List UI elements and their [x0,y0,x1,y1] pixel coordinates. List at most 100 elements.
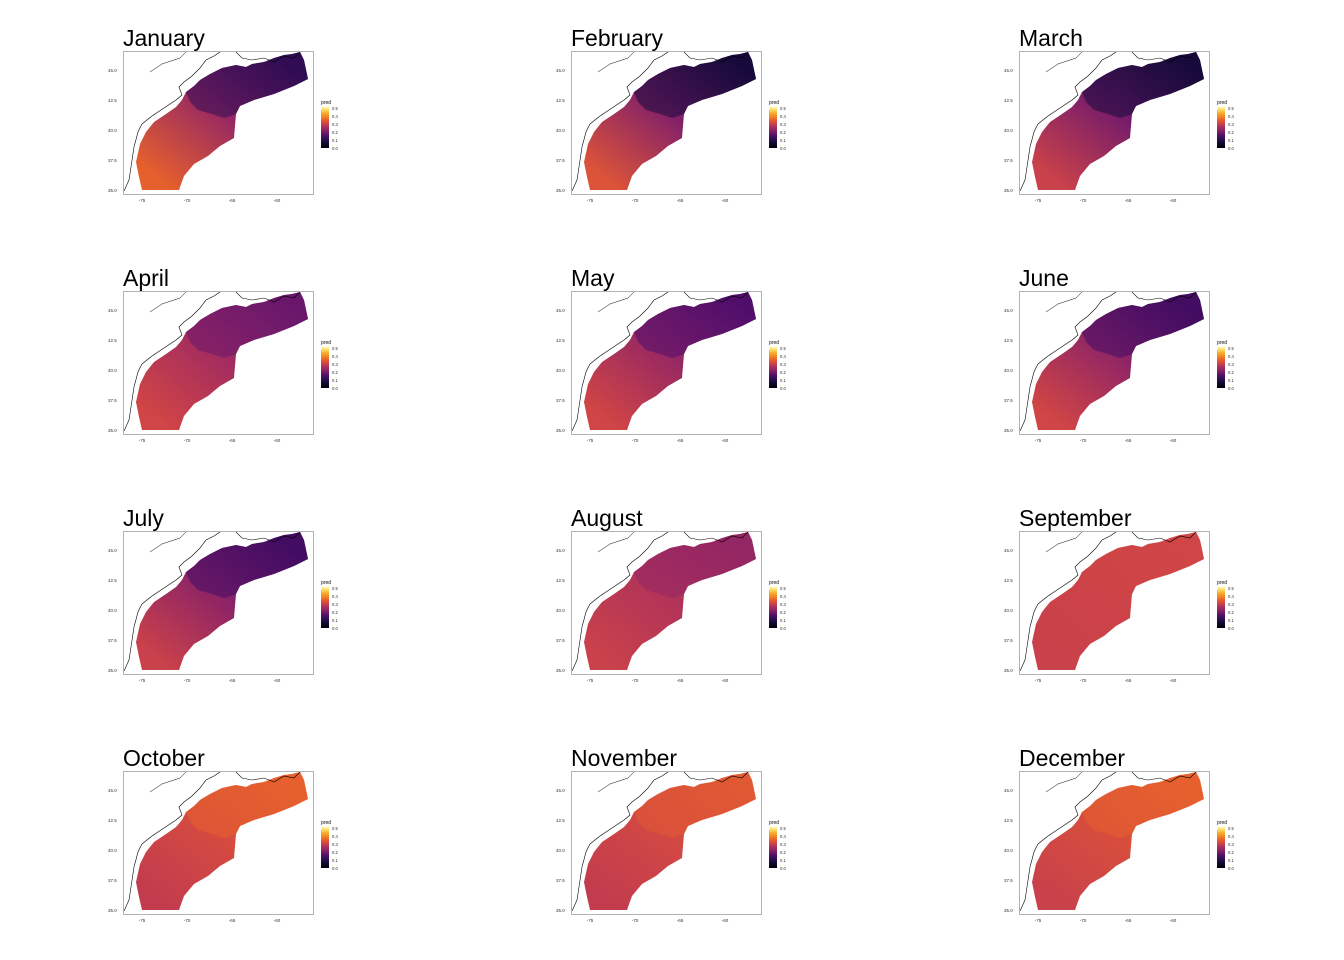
x-tick-label: -70 [183,198,191,203]
map-plot-area [1019,51,1210,195]
map-svg [1020,292,1204,432]
y-tick-label: 42.5 [1004,578,1013,583]
map-plot-area [1019,771,1210,915]
color-legend: pred 0.5 0.4 0.3 0.2 0.1 0.0 [321,100,351,160]
nova-scotia-coastline [1131,292,1197,303]
x-tick-label: -60 [1169,918,1177,923]
legend-title: pred [321,100,332,106]
month-title: October [123,745,205,771]
state-border [149,772,187,793]
month-title: August [571,505,643,531]
color-legend: pred 0.5 0.4 0.3 0.2 0.1 0.0 [1217,100,1247,160]
gulf-of-maine-surface [634,532,756,598]
y-tick-label: 42.5 [108,338,117,343]
state-border [597,292,635,313]
map-plot-area [571,291,762,435]
legend-title: pred [769,100,780,106]
x-tick-label: -70 [1079,918,1087,923]
x-tick-label: -75 [138,438,146,443]
legend-label: 0.3 [780,122,786,127]
map-plot-area [571,51,762,195]
legend-label: 0.0 [332,626,338,631]
x-tick-label: -70 [1079,198,1087,203]
state-border [1045,52,1083,73]
legend-title: pred [1217,340,1228,346]
state-border [1045,292,1083,313]
legend-colorbar [1217,587,1225,628]
color-legend: pred 0.5 0.4 0.3 0.2 0.1 0.0 [321,820,351,880]
y-tick-label: 40.0 [556,368,565,373]
map-plot-area [571,771,762,915]
x-tick-label: -65 [228,198,236,203]
legend-label: 0.2 [1228,370,1234,375]
legend-label: 0.4 [780,354,786,359]
y-tick-label: 37.5 [556,878,565,883]
legend-label: 0.2 [332,130,338,135]
legend-label: 0.3 [332,602,338,607]
y-tick-label: 35.0 [108,668,117,673]
y-tick-label: 40.0 [556,608,565,613]
map-plot-area [1019,291,1210,435]
legend-colorbar [321,107,329,148]
nova-scotia-coastline [235,532,301,543]
x-tick-label: -70 [631,918,639,923]
legend-label: 0.0 [780,386,786,391]
color-legend: pred 0.5 0.4 0.3 0.2 0.1 0.0 [769,580,799,640]
map-panel: June 45.0 42.5 40.0 37.5 35.0 -75 -70 -65 -60 pred… [1004,267,1259,467]
y-tick-label: 35.0 [1004,428,1013,433]
y-tick-label: 40.0 [108,608,117,613]
color-legend: pred 0.5 0.4 0.3 0.2 0.1 0.0 [1217,340,1247,400]
legend-label: 0.5 [1228,106,1234,111]
state-border [597,52,635,73]
legend-colorbar [1217,107,1225,148]
month-title: April [123,265,170,291]
x-tick-label: -70 [183,438,191,443]
legend-label: 0.2 [332,850,338,855]
map-svg [124,292,308,432]
legend-label: 0.5 [780,346,786,351]
x-tick-label: -75 [586,678,594,683]
y-tick-label: 37.5 [1004,878,1013,883]
y-tick-label: 35.0 [108,188,117,193]
map-svg [572,532,756,672]
x-tick-label: -70 [1079,438,1087,443]
y-tick-label: 37.5 [1004,638,1013,643]
x-tick-label: -70 [183,678,191,683]
legend-label: 0.4 [332,594,338,599]
y-tick-label: 45.0 [556,308,565,313]
x-tick-label: -60 [721,198,729,203]
month-title: July [123,505,164,531]
map-plot-area [571,531,762,675]
legend-label: 0.1 [780,858,786,863]
y-tick-label: 42.5 [108,818,117,823]
y-tick-label: 37.5 [1004,158,1013,163]
legend-label: 0.4 [780,114,786,119]
x-tick-label: -70 [631,678,639,683]
coastline [572,52,669,192]
x-tick-label: -65 [676,438,684,443]
legend-label: 0.3 [332,842,338,847]
legend-label: 0.1 [1228,138,1234,143]
nova-scotia-coastline [235,52,301,63]
legend-label: 0.5 [1228,346,1234,351]
gulf-of-maine-surface [186,52,308,118]
y-tick-label: 40.0 [1004,608,1013,613]
x-tick-label: -60 [1169,198,1177,203]
y-tick-label: 35.0 [556,908,565,913]
y-tick-label: 42.5 [556,98,565,103]
legend-label: 0.4 [1228,114,1234,119]
y-tick-label: 35.0 [1004,188,1013,193]
legend-colorbar [321,827,329,868]
coastline [1020,532,1117,672]
coastline [124,772,221,912]
gulf-of-maine-surface [1082,772,1204,838]
legend-label: 0.0 [1228,146,1234,151]
y-tick-label: 42.5 [1004,338,1013,343]
legend-colorbar [1217,827,1225,868]
legend-label: 0.4 [1228,354,1234,359]
nova-scotia-coastline [1131,772,1197,783]
map-panel: February 45.0 42.5 40.0 37.5 35.0 -75 -70 -65 -60… [556,27,811,227]
legend-label: 0.4 [332,834,338,839]
month-title: September [1019,505,1132,531]
legend-title: pred [1217,100,1228,106]
